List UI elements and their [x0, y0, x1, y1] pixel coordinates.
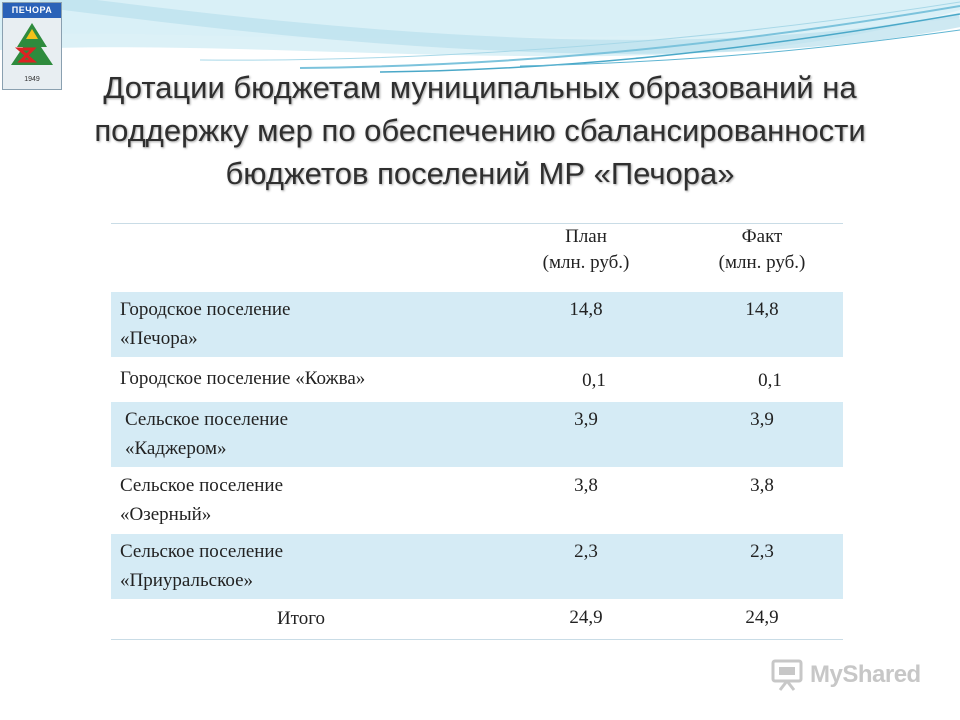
fact-value-cell: 2,3 [681, 533, 843, 600]
plan-value-cell: 2,3 [491, 533, 681, 600]
plan-value: 14,8 [569, 298, 603, 320]
emblem-town-name: ПЕЧОРА [3, 3, 61, 18]
settlement-name: Сельское поселение «Каджером» [111, 401, 491, 468]
settlement-name-line: Городское поселение [120, 298, 291, 320]
header-plan-label: План [565, 226, 607, 247]
settlement-name-line: Сельское поселение [120, 475, 284, 496]
table-row: Сельское поселение «Приуральское» 2,3 2,… [111, 533, 843, 600]
header-plan-unit: (млн. руб.) [542, 252, 630, 273]
table-header-row: План (млн. руб.) Факт (млн. руб.) [111, 223, 843, 292]
total-fact-value: 24,9 [745, 607, 779, 628]
header-fact: Факт (млн. руб.) [681, 223, 843, 292]
myshared-watermark: MyShared [770, 658, 921, 692]
pechora-coat-of-arms: ПЕЧОРА 1949 [2, 2, 62, 90]
presentation-board-icon [771, 659, 803, 691]
total-row: Итого 24,9 24,9 [111, 599, 843, 640]
fact-value-cell: 0,1 [681, 357, 843, 402]
table-row: Сельское поселение «Озерный» 3,8 3,8 [111, 467, 843, 534]
total-plan-cell: 24,9 [491, 599, 681, 640]
settlement-name-line: «Каджером» [125, 438, 227, 459]
settlement-name: Сельское поселение «Озерный» [111, 467, 491, 534]
total-fact-cell: 24,9 [681, 599, 843, 640]
fact-value: 3,8 [750, 475, 774, 496]
table-row: Городское поселение «Печора» 14,8 14,8 [111, 291, 843, 358]
settlement-name-line: «Приуральское» [120, 570, 253, 591]
total-label: Итого [111, 599, 491, 640]
emblem-shield-icon [11, 23, 53, 65]
plan-value: 0,1 [582, 370, 606, 391]
fact-value: 0,1 [758, 370, 782, 391]
header-plan: План (млн. руб.) [491, 223, 681, 292]
total-plan-value: 24,9 [569, 607, 603, 628]
settlement-name-line: «Печора» [120, 327, 198, 349]
fact-value-cell: 3,9 [681, 401, 843, 468]
settlement-name: Городское поселение «Печора» [111, 291, 491, 358]
fact-value-cell: 14,8 [681, 291, 843, 358]
plan-value-cell: 0,1 [491, 357, 681, 402]
subsidies-table: План (млн. руб.) Факт (млн. руб.) Городс… [111, 223, 843, 640]
header-name-cell [111, 223, 491, 292]
plan-value-cell: 3,8 [491, 467, 681, 534]
plan-value: 3,8 [574, 475, 598, 496]
header-wave-decoration [0, 0, 960, 73]
header-fact-unit: (млн. руб.) [718, 252, 806, 273]
fact-value: 14,8 [745, 298, 779, 320]
plan-value-cell: 3,9 [491, 401, 681, 468]
settlement-name: Сельское поселение «Приуральское» [111, 533, 491, 600]
fact-value-cell: 3,8 [681, 467, 843, 534]
plan-value: 3,9 [574, 409, 598, 430]
watermark-text: MyShared [810, 661, 921, 688]
settlement-name-line: Городское поселение «Кожва» [120, 368, 366, 389]
plan-value: 2,3 [574, 541, 598, 562]
table-row: Городское поселение «Кожва» 0,1 0,1 [111, 357, 843, 402]
header-fact-label: Факт [741, 226, 783, 247]
settlement-name: Городское поселение «Кожва» [111, 357, 491, 402]
slide-title: Дотации бюджетам муниципальных образован… [94, 70, 866, 191]
settlement-name-line: «Озерный» [120, 504, 212, 525]
table-row: Сельское поселение «Каджером» 3,9 3,9 [111, 401, 843, 468]
plan-value-cell: 14,8 [491, 291, 681, 358]
emblem-year: 1949 [24, 76, 40, 83]
settlement-name-line: Сельское поселение [125, 409, 289, 430]
fact-value: 2,3 [750, 541, 774, 562]
fact-value: 3,9 [750, 409, 774, 430]
settlement-name-line: Сельское поселение [120, 541, 284, 562]
